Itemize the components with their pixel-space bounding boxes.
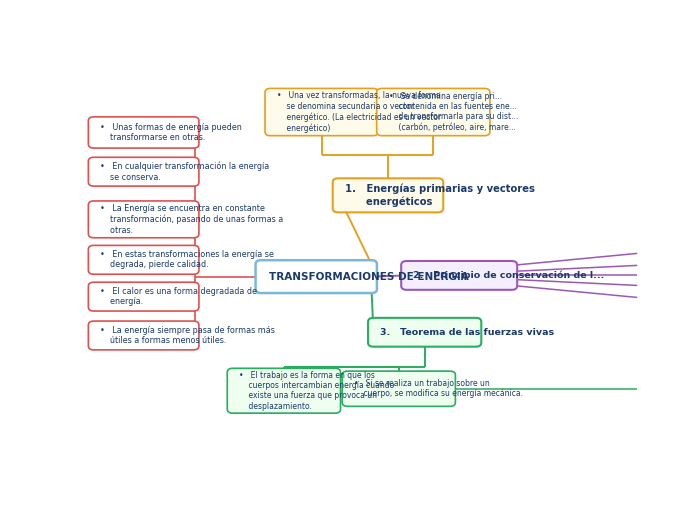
FancyBboxPatch shape [333,178,443,212]
Text: •   Si se realiza un trabajo sobre un
    cuerpo, se modifica su energía mecánic: • Si se realiza un trabajo sobre un cuer… [354,379,523,398]
Text: 3.   Teorema de las fuerzas vivas: 3. Teorema de las fuerzas vivas [380,328,554,337]
FancyBboxPatch shape [265,88,378,136]
Text: •   Se denomina energía pri...
    contenida en las fuentes ene...
    de transf: • Se denomina energía pri... contenida e… [388,92,518,133]
Text: •   El calor es una forma degradada de
    energía.: • El calor es una forma degradada de ene… [100,287,258,306]
Text: •   El trabajo es la forma en que los
    cuerpos intercambian energía cuando
  : • El trabajo es la forma en que los cuer… [239,371,395,411]
FancyBboxPatch shape [377,88,490,136]
FancyBboxPatch shape [88,282,199,311]
FancyBboxPatch shape [227,368,340,413]
FancyBboxPatch shape [342,371,455,406]
Text: •   La Energía se encuentra en constante
    transformación, pasando de unas for: • La Energía se encuentra en constante t… [100,204,283,235]
FancyBboxPatch shape [88,201,199,238]
FancyBboxPatch shape [88,157,199,186]
FancyBboxPatch shape [255,260,377,293]
Text: •   La energía siempre pasa de formas más
    útiles a formas menos útiles.: • La energía siempre pasa de formas más … [100,326,275,345]
FancyBboxPatch shape [88,117,199,148]
Text: 1.   Energías primarias y vectores
      energéticos: 1. Energías primarias y vectores energét… [345,184,535,206]
Text: TRANSFORMACIONES DE ENERGIA: TRANSFORMACIONES DE ENERGIA [269,271,469,282]
FancyBboxPatch shape [401,261,517,290]
Text: •   Una vez transformadas, la nueva forma
    se denomina secundaria o vector
  : • Una vez transformadas, la nueva forma … [277,92,441,133]
FancyBboxPatch shape [88,321,199,350]
Text: 2.   Principio de conservación de l...: 2. Principio de conservación de l... [413,271,604,280]
FancyBboxPatch shape [368,318,482,347]
Text: •   En estas transformaciones la energía se
    degrada, pierde calidad.: • En estas transformaciones la energía s… [100,250,274,269]
Text: •   En cualquier transformación la energía
    se conserva.: • En cualquier transformación la energía… [100,162,269,181]
FancyBboxPatch shape [88,245,199,274]
Text: •   Unas formas de energía pueden
    transformarse en otras.: • Unas formas de energía pueden transfor… [100,123,242,142]
